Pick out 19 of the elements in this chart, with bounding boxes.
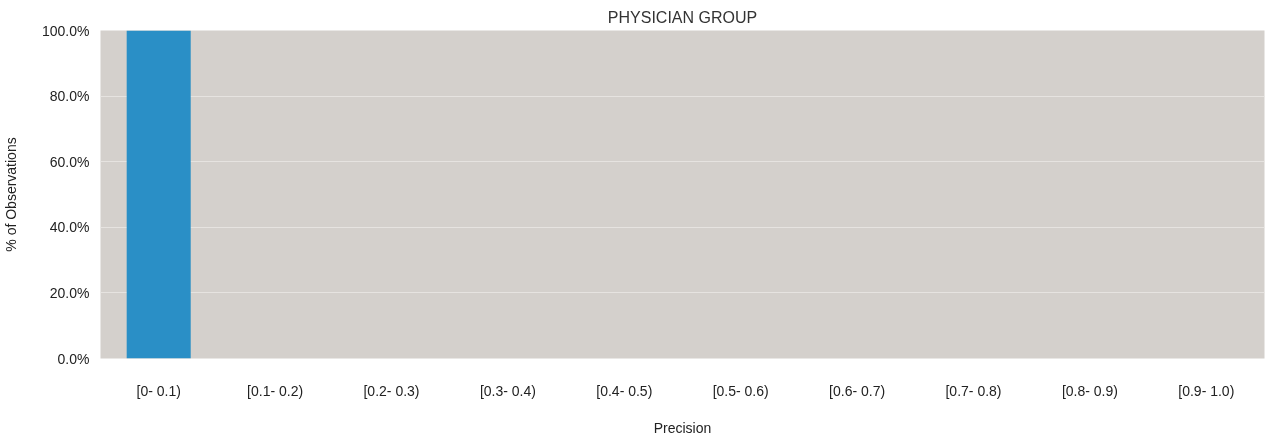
y-tick-label: 40.0% bbox=[49, 219, 90, 236]
x-tick-label: [0.5- 0.6) bbox=[712, 382, 769, 399]
x-tick-label: [0.2- 0.3) bbox=[363, 382, 420, 399]
x-tick-label: [0.3- 0.4) bbox=[479, 382, 536, 399]
y-tick-label: 0.0% bbox=[57, 350, 90, 367]
y-tick-label: 20.0% bbox=[49, 284, 90, 301]
x-axis-title: Precision bbox=[653, 419, 712, 436]
x-tick-label: [0.7- 0.8) bbox=[945, 382, 1002, 399]
y-tick-label: 80.0% bbox=[49, 88, 90, 105]
x-tick-label: [0.4- 0.5) bbox=[596, 382, 653, 399]
x-tick-label: [0.8- 0.9) bbox=[1061, 382, 1118, 399]
x-tick-label: [0.9- 1.0) bbox=[1178, 382, 1235, 399]
x-tick-label: [0- 0.1) bbox=[136, 382, 181, 399]
chart-title: PHYSICIAN GROUP bbox=[607, 8, 758, 26]
y-tick-label: 100.0% bbox=[42, 22, 90, 39]
x-tick-label: [0.6- 0.7) bbox=[829, 382, 886, 399]
x-tick-label: [0.1- 0.2) bbox=[247, 382, 304, 399]
y-axis-title: % of Observations bbox=[3, 137, 20, 252]
y-tick-label: 60.0% bbox=[49, 153, 90, 170]
